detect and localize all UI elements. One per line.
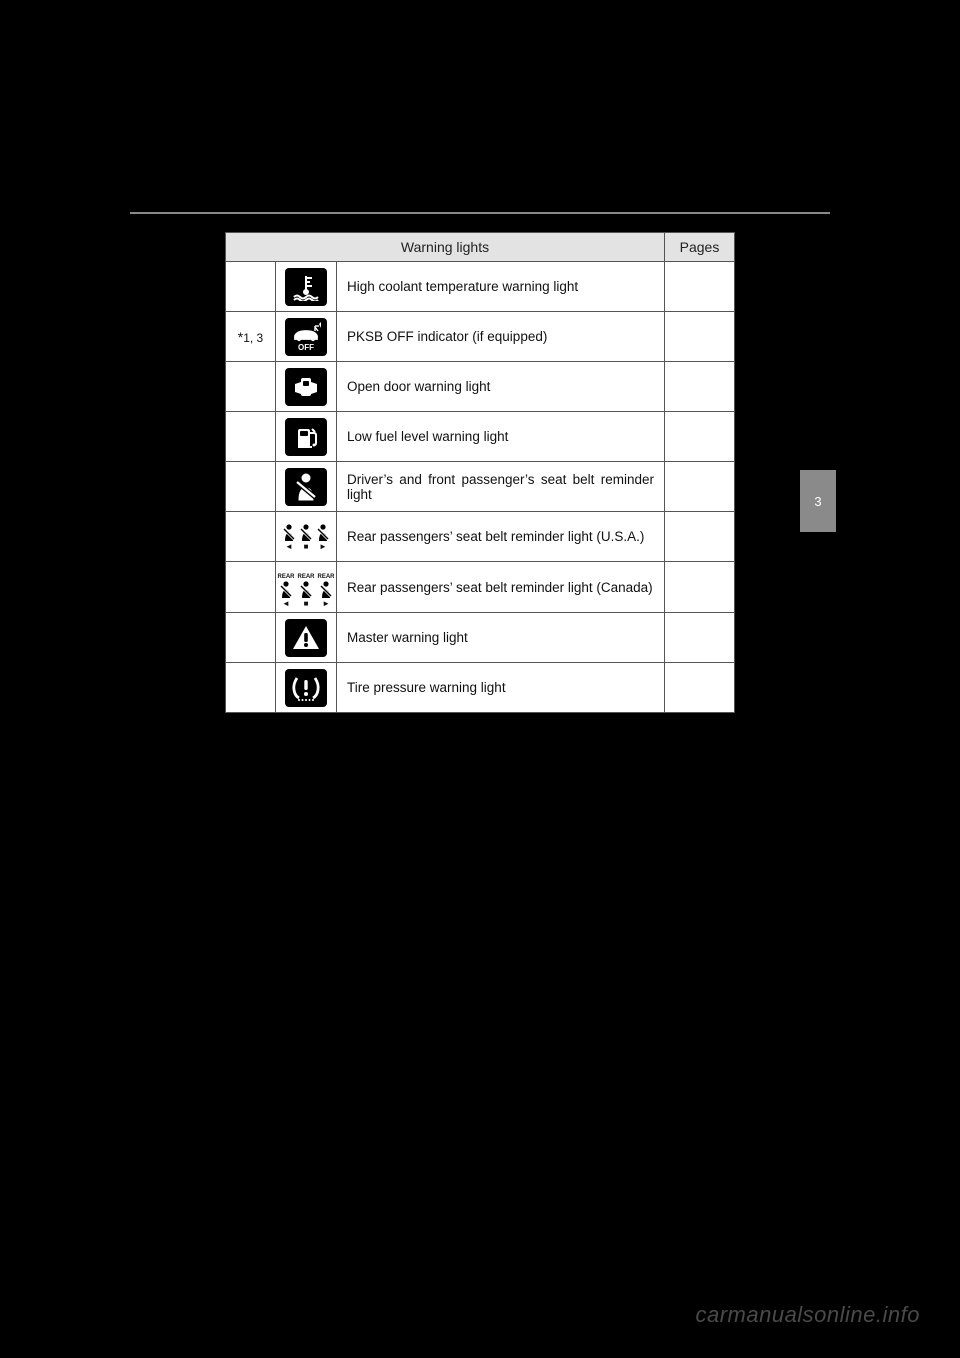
warning-lights-table: Warning lights Pages High coolant temper…	[225, 232, 735, 713]
row-description: PKSB OFF indicator (if equipped)	[337, 312, 665, 362]
col-header-pages: Pages	[665, 233, 735, 262]
row-description: High coolant temperature warning light	[337, 262, 665, 312]
section-tab: 3	[800, 470, 836, 532]
row-page	[665, 462, 735, 512]
row-description: Tire pressure warning light	[337, 663, 665, 713]
open-door-icon	[276, 362, 337, 412]
section-tab-number: 3	[814, 494, 821, 509]
top-divider	[130, 212, 830, 214]
table-row: Open door warning light	[226, 362, 735, 412]
seatbelt-rear-ca-icon: REAR ◄REAR ■REAR ►	[276, 562, 337, 613]
table-row: ◄ ■ ►Rear passengers’ seat belt reminder…	[226, 512, 735, 562]
table-row: *1, 3 OFF PKSB OFF indicator (if equippe…	[226, 312, 735, 362]
row-note: *1, 3	[226, 312, 276, 362]
row-description: Open door warning light	[337, 362, 665, 412]
row-page	[665, 262, 735, 312]
coolant-temp-icon	[276, 262, 337, 312]
row-page	[665, 512, 735, 562]
pksb-off-icon: OFF	[276, 312, 337, 362]
row-note	[226, 262, 276, 312]
row-description: Driver’s and front passenger’s seat belt…	[337, 462, 665, 512]
row-page	[665, 613, 735, 663]
table-row: REAR ◄REAR ■REAR ►Rear passengers’ seat …	[226, 562, 735, 613]
row-description: Rear passengers’ seat belt reminder ligh…	[337, 512, 665, 562]
low-fuel-icon	[276, 412, 337, 462]
tire-pressure-icon	[276, 663, 337, 713]
seatbelt-front-icon	[276, 462, 337, 512]
row-note	[226, 412, 276, 462]
row-description: Low fuel level warning light	[337, 412, 665, 462]
seatbelt-rear-us-icon: ◄ ■ ►	[276, 512, 337, 562]
col-header-warning: Warning lights	[226, 233, 665, 262]
table-row: Driver’s and front passenger’s seat belt…	[226, 462, 735, 512]
row-note	[226, 562, 276, 613]
page: Warning lights Pages High coolant temper…	[0, 0, 960, 1358]
table-row: Master warning light	[226, 613, 735, 663]
row-note	[226, 362, 276, 412]
row-page	[665, 312, 735, 362]
table-row: High coolant temperature warning light	[226, 262, 735, 312]
row-note	[226, 512, 276, 562]
row-page	[665, 412, 735, 462]
row-description: Master warning light	[337, 613, 665, 663]
row-page	[665, 562, 735, 613]
watermark-text: carmanualsonline.info	[695, 1302, 920, 1328]
svg-text:OFF: OFF	[298, 343, 314, 352]
row-page	[665, 362, 735, 412]
master-warning-icon	[276, 613, 337, 663]
row-note	[226, 462, 276, 512]
row-page	[665, 663, 735, 713]
table-row: Low fuel level warning light	[226, 412, 735, 462]
row-note	[226, 613, 276, 663]
row-note	[226, 663, 276, 713]
table-header-row: Warning lights Pages	[226, 233, 735, 262]
row-description: Rear passengers’ seat belt reminder ligh…	[337, 562, 665, 613]
table-row: Tire pressure warning light	[226, 663, 735, 713]
